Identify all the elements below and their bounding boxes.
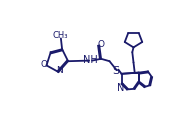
Text: N: N (117, 83, 124, 93)
Text: O: O (40, 60, 47, 69)
Text: S: S (112, 66, 119, 76)
Text: N: N (56, 66, 62, 75)
Text: NH: NH (83, 55, 98, 65)
Text: CH₃: CH₃ (53, 30, 68, 39)
Text: O: O (97, 40, 104, 49)
